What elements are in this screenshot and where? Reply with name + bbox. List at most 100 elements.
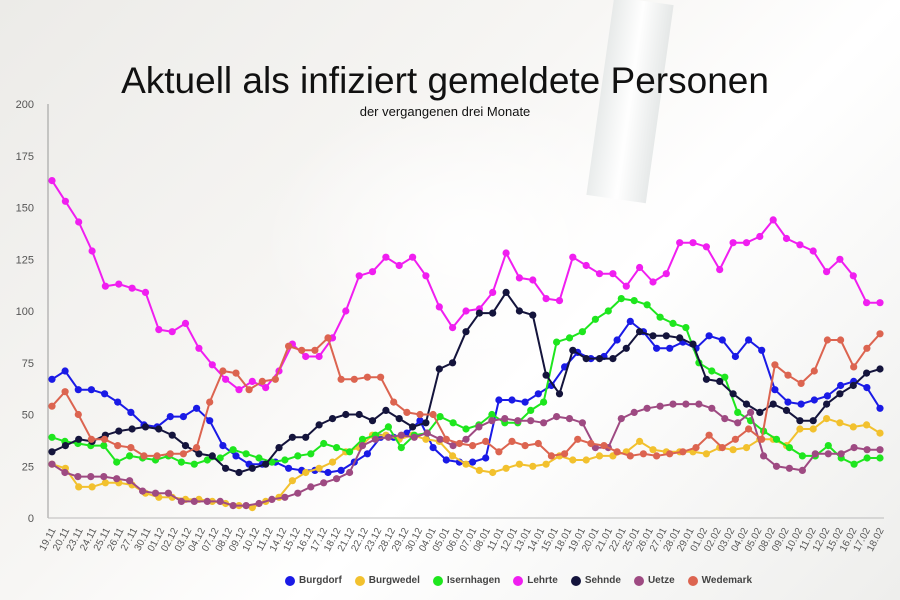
data-point <box>355 272 363 280</box>
data-point <box>731 352 740 361</box>
data-point <box>595 355 604 363</box>
data-point <box>797 400 805 408</box>
data-point <box>75 218 83 226</box>
data-point <box>114 442 122 450</box>
data-point <box>179 413 187 421</box>
data-point <box>462 460 470 468</box>
data-point <box>288 433 296 441</box>
data-point <box>876 365 884 373</box>
data-point <box>232 369 240 377</box>
data-point <box>636 437 644 445</box>
data-point <box>115 427 123 435</box>
data-point <box>195 344 203 352</box>
data-point <box>384 433 392 441</box>
data-point <box>876 330 884 338</box>
data-point <box>716 377 724 385</box>
data-point <box>876 299 884 307</box>
data-point <box>600 442 608 450</box>
chart-subtitle: der vergangenen drei Monate <box>359 104 531 119</box>
data-point <box>797 379 805 387</box>
data-point <box>358 435 367 443</box>
data-point <box>395 415 403 423</box>
data-point <box>436 413 444 421</box>
data-point <box>151 489 160 497</box>
data-point <box>128 284 136 292</box>
data-point <box>796 425 804 433</box>
data-point <box>285 342 293 350</box>
legend-item-burgwedel[interactable]: Burgwedel <box>354 575 420 586</box>
data-point <box>508 437 516 445</box>
data-point <box>534 439 542 448</box>
data-point <box>745 425 753 433</box>
data-point <box>181 319 190 327</box>
legend-item-sehnde[interactable]: Sehnde <box>570 575 621 586</box>
legend-item-burgdorf[interactable]: Burgdorf <box>285 575 342 586</box>
data-point <box>747 408 755 416</box>
data-point <box>337 466 345 474</box>
data-point <box>796 241 804 249</box>
data-point <box>285 464 293 472</box>
data-point <box>87 435 95 443</box>
data-point <box>422 272 430 280</box>
data-point <box>390 398 398 406</box>
data-point <box>721 415 729 423</box>
legend-item-uetze[interactable]: Uetze <box>633 575 675 586</box>
data-point <box>126 477 134 485</box>
data-point <box>307 483 315 491</box>
data-point <box>416 417 424 425</box>
data-point <box>495 396 503 404</box>
data-point <box>527 406 535 414</box>
data-point <box>355 410 363 419</box>
data-point <box>798 452 807 460</box>
data-point <box>810 396 818 404</box>
data-point <box>232 452 240 460</box>
data-point <box>288 477 296 485</box>
data-point <box>363 450 371 458</box>
legend-marker <box>285 575 295 586</box>
data-point <box>384 423 392 431</box>
data-point <box>863 344 871 352</box>
data-point <box>141 288 150 296</box>
data-point <box>595 452 604 460</box>
data-point <box>718 444 726 452</box>
data-point <box>324 468 332 477</box>
data-point <box>216 497 224 505</box>
data-point <box>734 419 742 427</box>
data-point <box>87 473 95 481</box>
data-point <box>695 400 703 408</box>
data-point <box>139 487 147 495</box>
data-point <box>294 452 302 460</box>
data-point <box>502 249 510 257</box>
data-point <box>302 433 310 441</box>
data-point <box>395 261 403 270</box>
data-point <box>449 359 457 367</box>
data-point <box>382 253 390 261</box>
data-point <box>190 497 198 505</box>
data-point <box>489 288 497 296</box>
legend-item-wedemark[interactable]: Wedemark <box>687 575 752 586</box>
data-point <box>529 311 537 319</box>
data-point <box>281 456 289 464</box>
chart-legend: Burgdorf Burgwedel Isernhagen Lehrte Sehnde U… <box>285 575 752 586</box>
data-point <box>772 435 781 443</box>
legend-item-isernhagen[interactable]: Isernhagen <box>432 575 500 586</box>
data-point <box>258 377 266 385</box>
data-point <box>555 390 564 398</box>
y-tick-label: 200 <box>16 99 34 111</box>
data-point <box>101 479 109 487</box>
data-point <box>850 444 858 452</box>
data-point <box>449 452 457 460</box>
data-point <box>235 468 243 477</box>
data-point <box>422 435 430 443</box>
series-uetze <box>48 400 884 510</box>
data-point <box>203 456 211 464</box>
data-point <box>495 448 503 456</box>
data-point <box>662 332 670 340</box>
data-point <box>140 452 148 460</box>
data-point <box>702 243 711 251</box>
legend-item-lehrte[interactable]: Lehrte <box>513 575 558 586</box>
data-point <box>837 381 845 390</box>
data-point <box>561 450 569 458</box>
data-point <box>501 415 509 423</box>
data-point <box>48 402 56 410</box>
